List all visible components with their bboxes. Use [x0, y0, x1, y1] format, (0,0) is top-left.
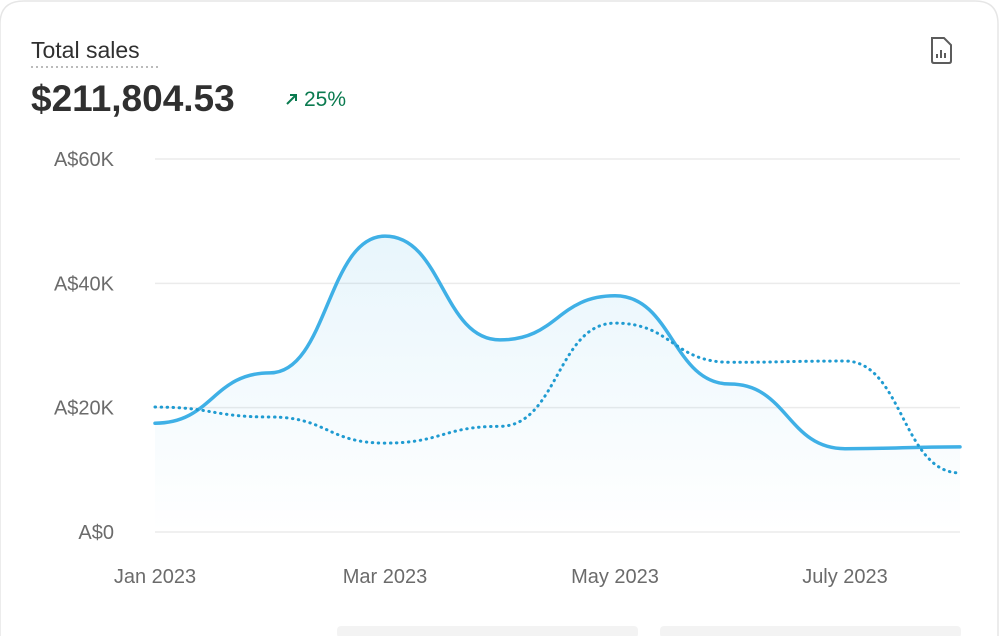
- y-tick-label: A$20K: [54, 398, 115, 420]
- x-tick-label: July 2023: [802, 566, 888, 588]
- tab[interactable]: [337, 626, 638, 636]
- title[interactable]: Total sales: [31, 37, 140, 63]
- line: [153, 321, 962, 475]
- x-tick-label: Mar 2023: [343, 566, 428, 588]
- y-tick-label: A$0: [78, 522, 114, 544]
- total: $211,804.53: [31, 78, 235, 119]
- x-tick-label: May 2023: [571, 566, 659, 588]
- y-tick-label: A$60K: [54, 149, 115, 171]
- area: [155, 236, 960, 532]
- line: [153, 234, 962, 451]
- up-arrow: [286, 94, 297, 105]
- change: 25%: [304, 88, 346, 111]
- x-tick-label: Jan 2023: [114, 566, 196, 588]
- y-tick-label: A$40K: [54, 273, 115, 295]
- tab[interactable]: [660, 626, 961, 636]
- report-icon[interactable]: [931, 37, 952, 64]
